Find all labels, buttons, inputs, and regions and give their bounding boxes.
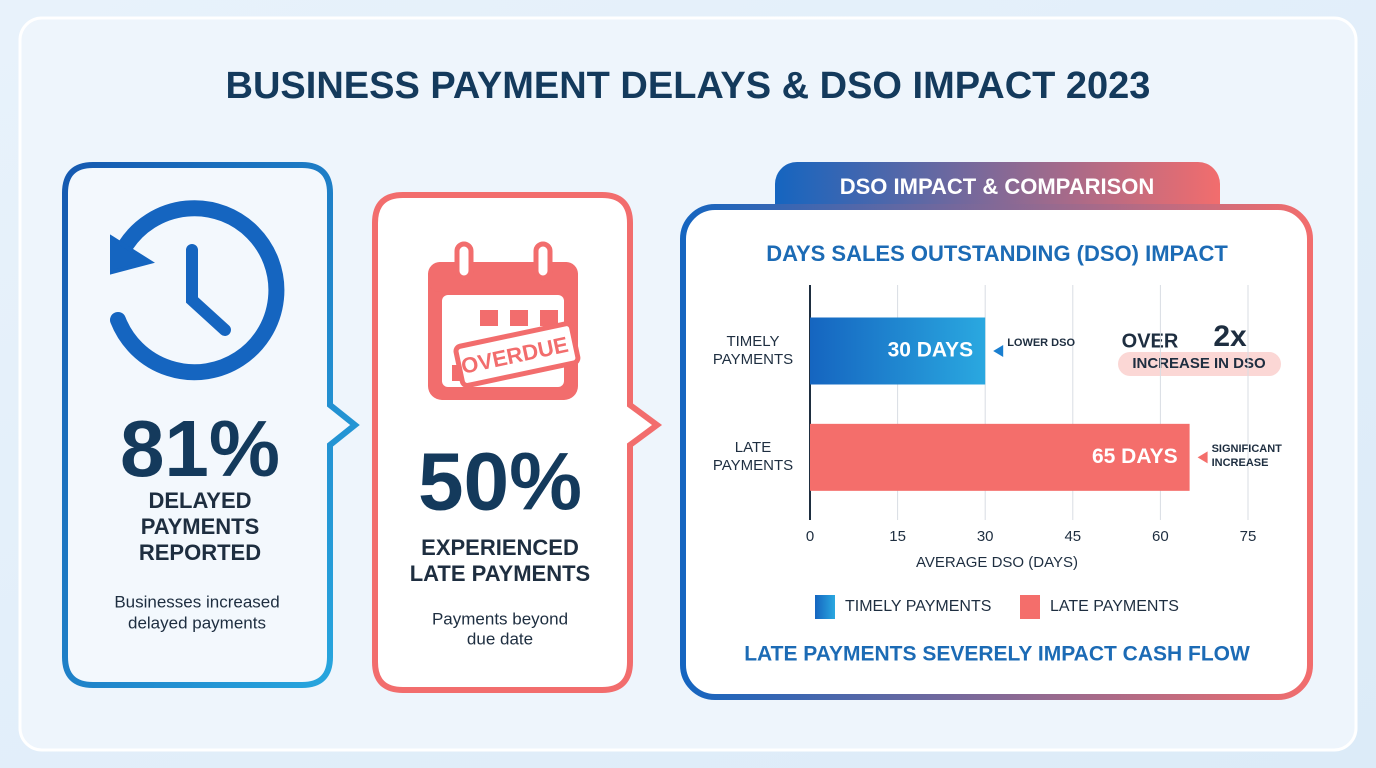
callout-emphasis: 2x: [1213, 320, 1247, 353]
bar: [810, 423, 1190, 491]
chart-title: DAYS SALES OUTSTANDING (DSO) IMPACT: [766, 241, 1228, 266]
callout-prefix: OVER: [1122, 330, 1179, 352]
bar-note: LOWER DSO: [1007, 337, 1076, 349]
callout-text: INCREASE IN DSO: [1132, 355, 1266, 372]
calendar-icon: [428, 241, 581, 400]
description: Businesses increased: [114, 592, 279, 611]
stat-label: DELAYED: [148, 488, 251, 513]
value-label: 65 DAYS: [1092, 445, 1178, 468]
y-tick-label: TIMELY PAYMENTS: [712, 333, 794, 368]
x-tick-label: 15: [889, 528, 906, 545]
bar-note: SIGNIFICANT INCREASE: [1211, 443, 1282, 470]
stat: 81%: [120, 404, 280, 493]
description: Payments beyond: [432, 609, 568, 628]
x-tick-label: 45: [1064, 528, 1081, 545]
description: delayed payments: [128, 613, 266, 632]
value-label: 30 DAYS: [888, 339, 974, 362]
note-pointer: [993, 345, 1004, 357]
description: due date: [467, 629, 533, 648]
x-tick-label: 30: [977, 528, 994, 545]
stat-label: LATE PAYMENTS: [410, 561, 591, 586]
bar: [810, 317, 986, 385]
stat-label: REPORTED: [139, 540, 261, 565]
legend-swatch: [815, 595, 835, 619]
stat-label: PAYMENTS: [141, 514, 260, 539]
note-pointer: [1197, 451, 1208, 464]
x-tick-label: 60: [1152, 528, 1169, 545]
stat: 50%: [418, 437, 582, 528]
x-axis-label: AVERAGE DSO (DAYS): [916, 554, 1078, 571]
legend-label: TIMELY PAYMENTS: [845, 598, 991, 615]
stat-label: EXPERIENCED: [421, 535, 579, 560]
x-tick-label: 75: [1240, 528, 1257, 545]
legend-swatch: [1020, 595, 1040, 619]
legend-label: LATE PAYMENTS: [1050, 598, 1179, 615]
x-tick-label: 0: [806, 528, 814, 545]
clock-icon: [110, 200, 285, 381]
chart-footer: LATE PAYMENTS SEVERELY IMPACT CASH FLOW: [744, 643, 1250, 666]
callout-pill: [1118, 352, 1281, 376]
page-title: BUSINESS PAYMENT DELAYS & DSO IMPACT 202…: [226, 65, 1151, 107]
y-tick-label: LATE PAYMENTS: [712, 439, 794, 475]
panel-title: DSO IMPACT & COMPARISON: [840, 174, 1155, 199]
